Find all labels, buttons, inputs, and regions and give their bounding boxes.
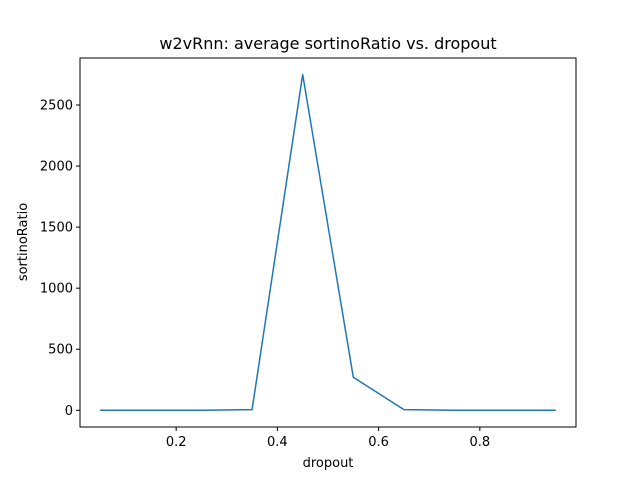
series-line-0	[100, 73, 556, 412]
y-tick-label: 500	[48, 343, 73, 358]
x-tick-label: 0.2	[166, 435, 187, 450]
y-tick-label: 2000	[40, 160, 73, 175]
x-axis: 0.2 0.4 0.6 0.8	[166, 427, 490, 450]
x-tick-label: 0.4	[267, 435, 288, 450]
chart-title: w2vRnn: average sortinoRatio vs. dropout	[159, 34, 496, 53]
y-tick-label: 1500	[40, 221, 73, 236]
plot-frame	[79, 57, 577, 428]
y-axis: 0 500 1000 1500 2000 2500	[40, 99, 80, 419]
y-axis-label: sortinoRatio	[16, 203, 31, 281]
x-tick-label: 0.6	[368, 435, 389, 450]
x-axis-label: dropout	[303, 456, 354, 471]
y-tick-label: 0	[65, 404, 73, 419]
plot-area	[100, 73, 556, 412]
y-tick-label: 2500	[40, 99, 73, 114]
y-tick-label: 1000	[40, 282, 73, 297]
x-tick-label: 0.8	[469, 435, 490, 450]
